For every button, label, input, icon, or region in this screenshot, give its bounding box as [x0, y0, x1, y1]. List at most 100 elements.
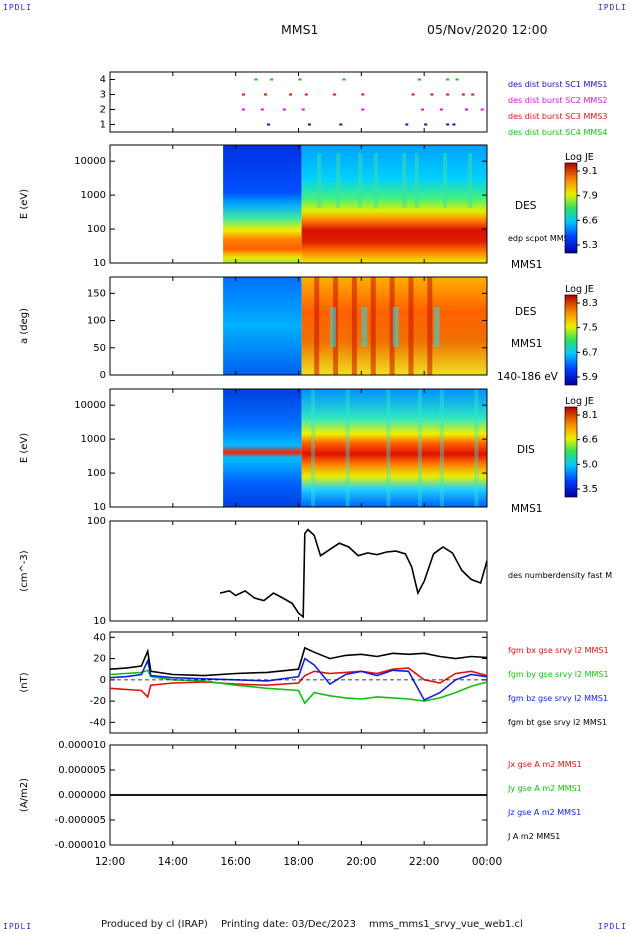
- x-tick-label: 12:00: [95, 856, 125, 868]
- legend-fgm-0: fgm bx gse srvy l2 MMS1: [508, 646, 609, 655]
- instrument-label-dis: DIS: [517, 444, 535, 456]
- spectrogram-streak: [439, 389, 444, 507]
- y-tick-label: 100: [87, 468, 106, 479]
- y-axis-label-5: (nT): [19, 672, 30, 692]
- legend-j-3: J A m2 MMS1: [507, 832, 560, 841]
- colorbar-tick-label: 5.9: [582, 372, 598, 383]
- spectrogram-streak: [351, 277, 357, 375]
- burst-mark: [282, 108, 286, 111]
- series-line: [109, 657, 488, 702]
- y-tick-label: 10: [93, 258, 106, 269]
- spectrogram-streak: [370, 277, 376, 375]
- spectrogram-streak: [408, 277, 414, 375]
- x-tick-label: 16:00: [221, 856, 251, 868]
- y-tick-label: 0.000005: [58, 765, 106, 776]
- colorbar-tick-label: 6.6: [582, 215, 598, 226]
- burst-mark: [446, 123, 450, 126]
- legend-fgm-3: fgm bt gse srvy l2 MMS1: [508, 718, 607, 727]
- spectrogram-streak: [427, 277, 433, 375]
- spectrogram-streak: [361, 307, 368, 347]
- burst-mark: [446, 78, 450, 81]
- burst-mark: [298, 78, 302, 81]
- y-tick-label: 100: [87, 224, 106, 235]
- spectrogram-fill: [301, 389, 487, 507]
- panel-frame-4: [109, 520, 488, 622]
- y-tick-label: 0.000000: [58, 790, 106, 801]
- legend-fgm-2: fgm bz gse srvy l2 MMS1: [508, 694, 608, 703]
- y-tick-label: 3: [100, 90, 106, 101]
- y-tick-label: 100: [87, 516, 106, 527]
- burst-legend-1: des dist burst SC1 MMS1: [508, 80, 607, 89]
- header-spacecraft: MMS1: [281, 22, 319, 37]
- spectrogram-streak: [329, 307, 336, 347]
- burst-mark: [263, 93, 267, 96]
- y-tick-label: 10000: [74, 156, 106, 167]
- overlay-label: edp scpot MMS1: [508, 234, 574, 243]
- x-tick-label: 22:00: [409, 856, 439, 868]
- header-datetime: 05/Nov/2020 12:00: [427, 22, 548, 37]
- spacecraft-label: MMS1: [511, 259, 542, 271]
- spectrogram-fill: [301, 145, 487, 263]
- colorbar-title-2: Log JE: [565, 284, 594, 295]
- spectrogram-fill: [223, 389, 302, 507]
- y-axis-label-2: a (deg): [19, 308, 30, 344]
- y-tick-label: -20: [90, 696, 106, 707]
- burst-mark: [241, 108, 245, 111]
- y-tick-label: 50: [93, 343, 106, 354]
- instrument-label-des: DES: [515, 200, 537, 212]
- y-tick-label: -0.000010: [55, 840, 106, 851]
- burst-mark: [361, 93, 365, 96]
- y-tick-label: 40: [93, 632, 106, 643]
- corner-mark-top-left: IPDLI: [3, 3, 33, 12]
- colorbar-title-3: Log JE: [565, 396, 594, 407]
- spectrogram-streak: [345, 389, 350, 507]
- burst-mark: [461, 93, 465, 96]
- burst-mark: [424, 123, 428, 126]
- y-tick-label: 1000: [81, 190, 106, 201]
- spectrogram-streak: [433, 307, 440, 347]
- spectrogram-streak: [443, 153, 448, 208]
- x-tick-label: 18:00: [283, 856, 313, 868]
- burst-mark: [480, 108, 484, 111]
- burst-mark: [267, 123, 271, 126]
- burst-mark: [304, 93, 308, 96]
- colorbar-tick-label: 8.3: [582, 298, 598, 309]
- y-tick-label: 0: [100, 370, 106, 381]
- plot-canvas: 1 2 3 4 des dist burst SC1 MMS1 des dist burs…: [19, 71, 612, 868]
- y-tick-label: 10000: [74, 400, 106, 411]
- spacecraft-label: MMS1: [511, 503, 542, 515]
- series-line: [109, 669, 488, 705]
- burst-mark: [307, 123, 311, 126]
- series-line: [109, 646, 488, 677]
- colorbar-title-1: Log JE: [565, 152, 594, 163]
- spectrogram-streak: [389, 277, 395, 375]
- y-tick-label: 0: [100, 675, 106, 686]
- burst-mark: [339, 123, 343, 126]
- colorbar-1: [564, 162, 578, 254]
- corner-mark-bottom-right: IPDLI: [597, 922, 627, 931]
- y-tick-label: 2: [100, 105, 106, 116]
- burst-legend-4: des dist burst SC4 MMS4: [508, 128, 607, 137]
- burst-mark: [289, 93, 293, 96]
- footer-produced-by: Produced by cl (IRAP): [101, 919, 208, 930]
- footer-filename: mms_mms1_srvy_vue_web1.cl: [369, 919, 523, 930]
- colorbar-tick-label: 8.1: [582, 410, 598, 421]
- corner-mark-top-right: IPDLI: [597, 3, 627, 12]
- legend-j-2: Jz gse A m2 MMS1: [507, 808, 581, 817]
- burst-mark: [452, 123, 456, 126]
- spectrogram-streak: [314, 277, 320, 375]
- panel-frame-0: [109, 71, 488, 133]
- spectrogram-streak: [417, 389, 422, 507]
- burst-legend-3: des dist burst SC3 MMS3: [508, 112, 607, 121]
- instrument-label-des-pa: DES: [515, 306, 537, 318]
- legend-j-1: Jy gse A m2 MMS1: [507, 784, 582, 793]
- spectrogram-fill: [223, 277, 302, 375]
- y-tick-label: 0.000010: [58, 740, 106, 751]
- colorbar-tick-label: 6.7: [582, 347, 598, 358]
- burst-mark: [301, 108, 305, 111]
- burst-mark: [471, 93, 475, 96]
- colorbar-tick-label: 5.0: [582, 459, 598, 470]
- series-line: [219, 528, 488, 619]
- y-tick-label: 10: [93, 502, 106, 513]
- y-tick-label: 20: [93, 654, 106, 665]
